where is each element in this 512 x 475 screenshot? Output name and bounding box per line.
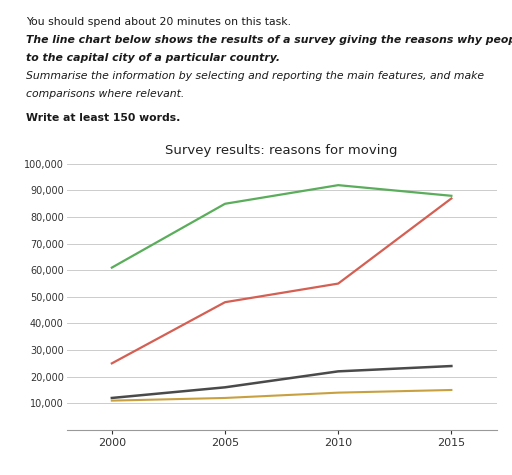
Text: comparisons where relevant.: comparisons where relevant. (26, 89, 184, 99)
Legend: employment, study, family/friends, adventure: employment, study, family/friends, adven… (109, 472, 454, 475)
Text: Summarise the information by selecting and reporting the main features, and make: Summarise the information by selecting a… (26, 71, 484, 81)
Text: You should spend about 20 minutes on this task.: You should spend about 20 minutes on thi… (26, 17, 291, 27)
Text: to the capital city of a particular country.: to the capital city of a particular coun… (26, 53, 280, 63)
Text: Write at least 150 words.: Write at least 150 words. (26, 113, 180, 123)
Text: The line chart below shows the results of a survey giving the reasons why people: The line chart below shows the results o… (26, 35, 512, 45)
Title: Survey results: reasons for moving: Survey results: reasons for moving (165, 144, 398, 157)
